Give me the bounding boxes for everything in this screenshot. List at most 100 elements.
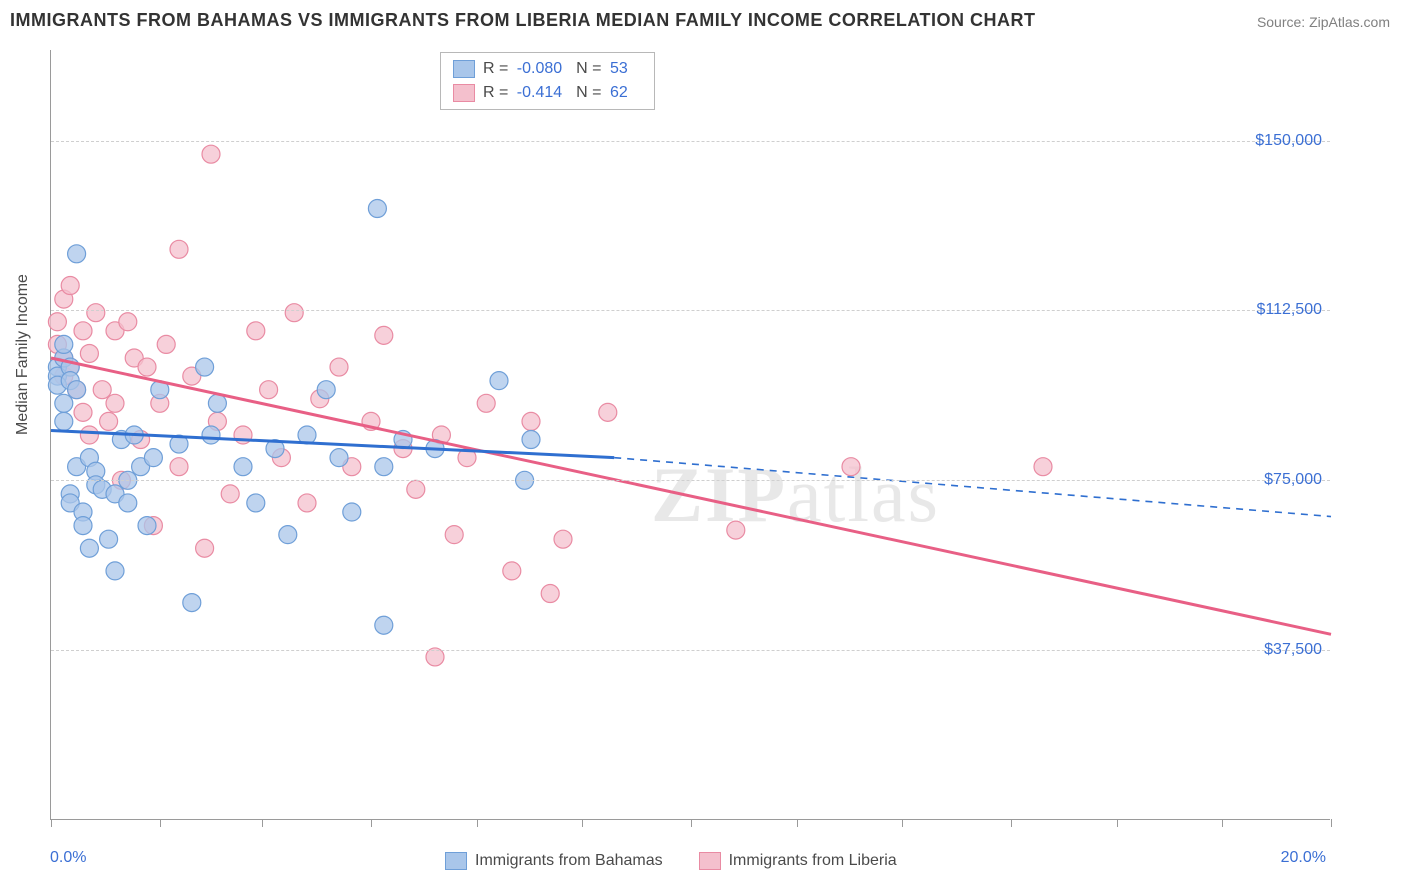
data-point xyxy=(93,381,111,399)
x-tick xyxy=(1222,819,1223,827)
x-tick xyxy=(1331,819,1332,827)
data-point xyxy=(55,412,73,430)
data-point xyxy=(170,458,188,476)
data-point xyxy=(285,304,303,322)
data-point xyxy=(375,326,393,344)
gridline-h xyxy=(51,310,1330,311)
data-point xyxy=(196,539,214,557)
data-point xyxy=(68,381,86,399)
legend-swatch xyxy=(699,852,721,870)
data-point xyxy=(247,322,265,340)
plot-area: ZIPatlas $37,500$75,000$112,500$150,000 xyxy=(50,50,1330,820)
data-point xyxy=(554,530,572,548)
data-point xyxy=(727,521,745,539)
data-point xyxy=(80,344,98,362)
data-point xyxy=(407,480,425,498)
correlation-legend-text: R = -0.080N = 53 xyxy=(483,57,642,81)
correlation-legend-text: R = -0.414N = 62 xyxy=(483,81,642,105)
data-point xyxy=(375,616,393,634)
data-point xyxy=(503,562,521,580)
data-point xyxy=(68,245,86,263)
gridline-h xyxy=(51,650,1330,651)
chart-title: IMMIGRANTS FROM BAHAMAS VS IMMIGRANTS FR… xyxy=(10,10,1035,31)
data-point xyxy=(330,358,348,376)
y-tick-label: $112,500 xyxy=(1256,301,1322,319)
data-point xyxy=(375,458,393,476)
data-point xyxy=(477,394,495,412)
x-tick xyxy=(371,819,372,827)
series-legend-item: Immigrants from Bahamas xyxy=(445,852,663,870)
source-prefix: Source: xyxy=(1257,14,1309,30)
series-legend-item: Immigrants from Liberia xyxy=(699,852,897,870)
data-point xyxy=(106,562,124,580)
x-tick xyxy=(691,819,692,827)
data-point xyxy=(330,449,348,467)
data-point xyxy=(445,526,463,544)
x-tick xyxy=(1117,819,1118,827)
x-tick xyxy=(262,819,263,827)
y-axis-title: Median Family Income xyxy=(14,274,32,435)
data-point xyxy=(183,594,201,612)
data-point xyxy=(119,313,137,331)
source-link[interactable]: ZipAtlas.com xyxy=(1309,14,1390,30)
x-axis-min-label: 0.0% xyxy=(50,849,86,867)
legend-swatch xyxy=(445,852,467,870)
regression-line-bahamas-extrapolated xyxy=(614,458,1331,517)
data-point xyxy=(48,313,66,331)
data-point xyxy=(144,449,162,467)
data-point xyxy=(74,517,92,535)
series-legend-label: Immigrants from Bahamas xyxy=(475,852,663,870)
data-point xyxy=(138,358,156,376)
data-point xyxy=(490,372,508,390)
correlation-legend-row: R = -0.080N = 53 xyxy=(453,57,642,81)
data-point xyxy=(157,335,175,353)
x-tick xyxy=(160,819,161,827)
data-point xyxy=(74,403,92,421)
data-point xyxy=(599,403,617,421)
data-point xyxy=(196,358,214,376)
gridline-h xyxy=(51,480,1330,481)
x-tick xyxy=(582,819,583,827)
y-tick-label: $37,500 xyxy=(1264,641,1322,659)
data-point xyxy=(202,426,220,444)
source-attribution: Source: ZipAtlas.com xyxy=(1257,14,1390,30)
data-point xyxy=(74,322,92,340)
data-point xyxy=(260,381,278,399)
data-point xyxy=(343,503,361,521)
data-point xyxy=(317,381,335,399)
plot-svg xyxy=(51,50,1330,819)
legend-swatch xyxy=(453,60,475,78)
data-point xyxy=(119,494,137,512)
x-tick xyxy=(1011,819,1012,827)
data-point xyxy=(202,145,220,163)
data-point xyxy=(87,304,105,322)
data-point xyxy=(55,335,73,353)
x-tick xyxy=(797,819,798,827)
data-point xyxy=(221,485,239,503)
data-point xyxy=(61,277,79,295)
data-point xyxy=(368,200,386,218)
y-tick-label: $150,000 xyxy=(1255,132,1322,150)
x-axis-max-label: 20.0% xyxy=(1281,849,1326,867)
correlation-legend: R = -0.080N = 53R = -0.414N = 62 xyxy=(440,52,655,110)
data-point xyxy=(842,458,860,476)
data-point xyxy=(55,394,73,412)
data-point xyxy=(208,394,226,412)
chart-container: IMMIGRANTS FROM BAHAMAS VS IMMIGRANTS FR… xyxy=(0,0,1406,892)
data-point xyxy=(100,530,118,548)
x-tick xyxy=(51,819,52,827)
gridline-h xyxy=(51,141,1330,142)
data-point xyxy=(1034,458,1052,476)
legend-swatch xyxy=(453,84,475,102)
data-point xyxy=(279,526,297,544)
correlation-legend-row: R = -0.414N = 62 xyxy=(453,81,642,105)
data-point xyxy=(541,585,559,603)
x-tick xyxy=(902,819,903,827)
data-point xyxy=(170,240,188,258)
data-point xyxy=(138,517,156,535)
data-point xyxy=(522,412,540,430)
data-point xyxy=(234,458,252,476)
series-legend: Immigrants from Bahamas Immigrants from L… xyxy=(445,852,897,870)
y-tick-label: $75,000 xyxy=(1264,471,1322,489)
data-point xyxy=(80,426,98,444)
